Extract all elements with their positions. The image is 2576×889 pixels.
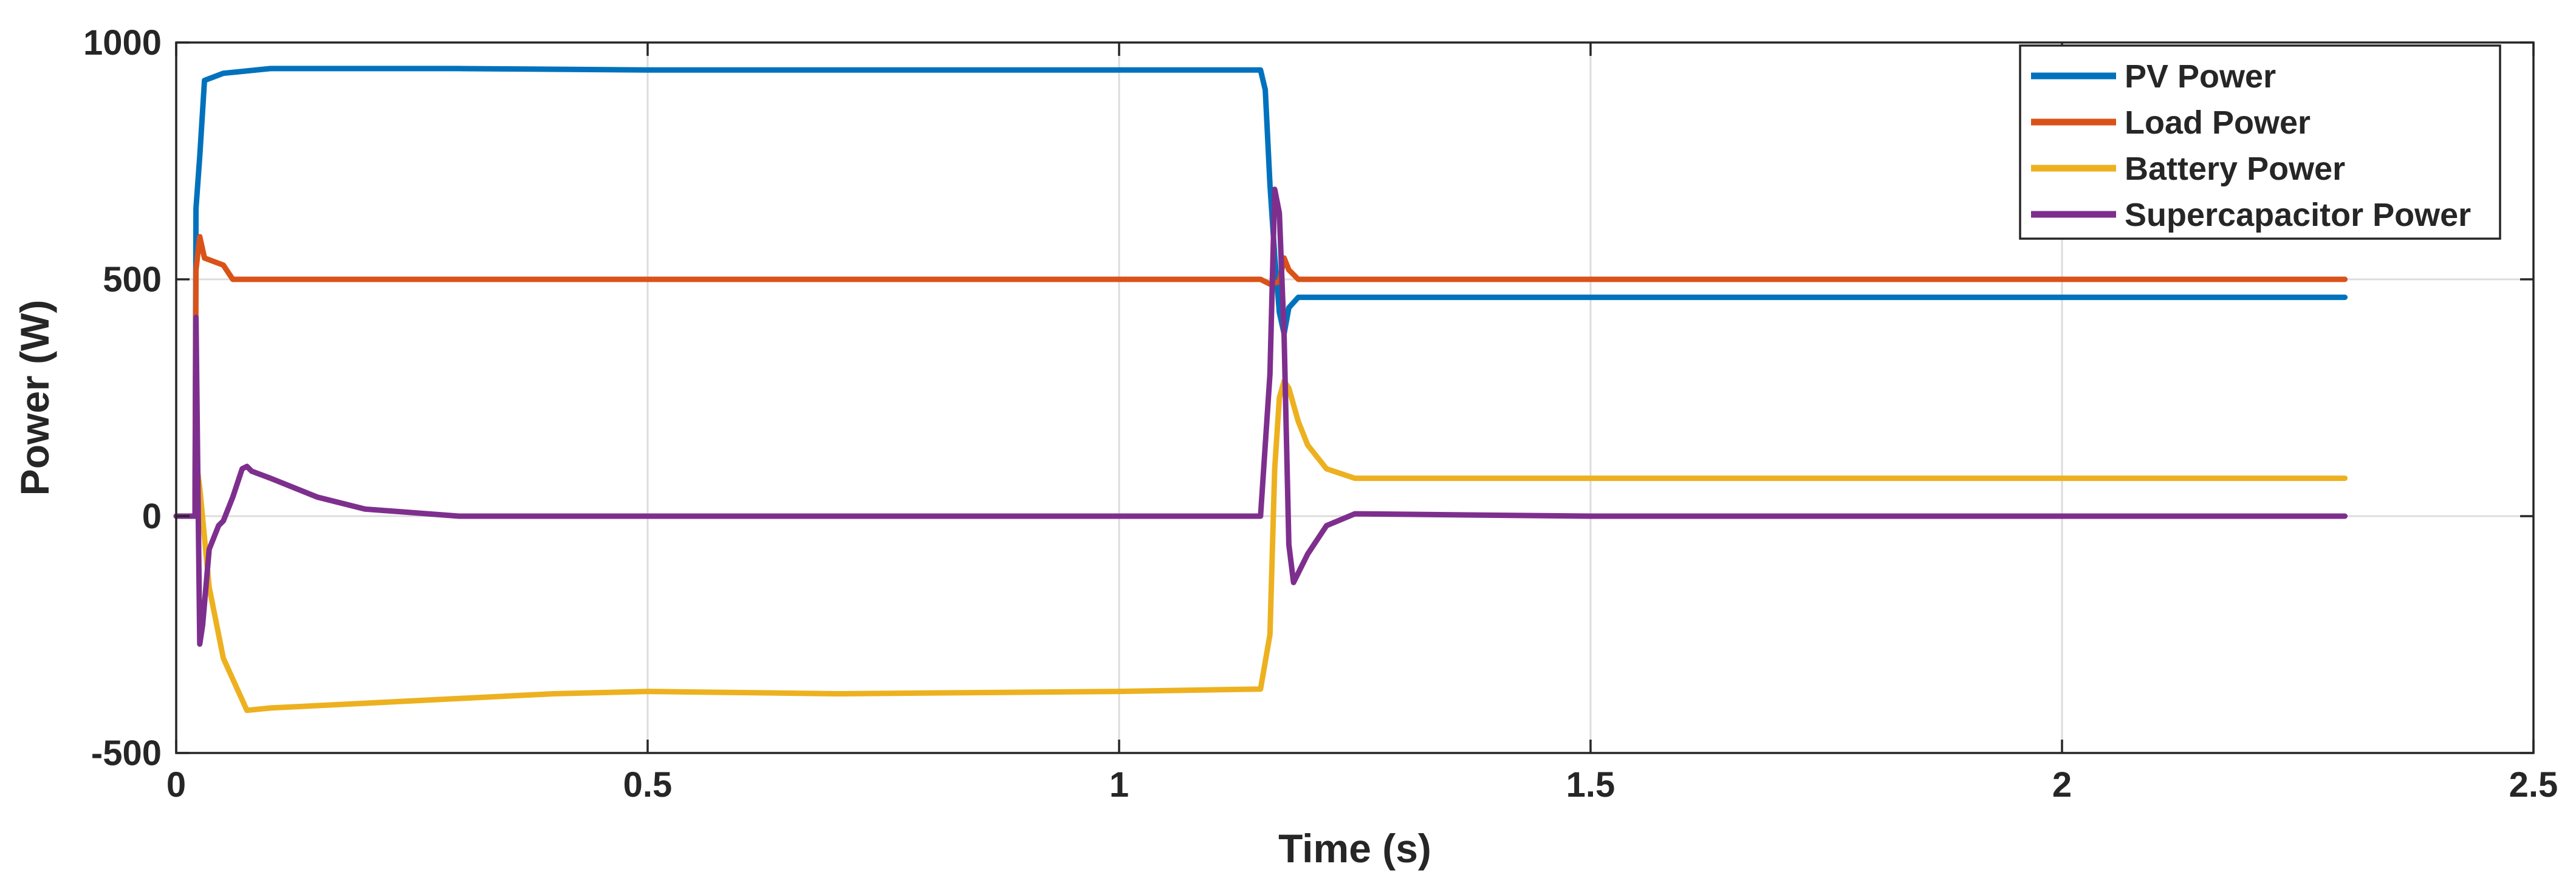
y-tick-label: 500 xyxy=(103,260,162,299)
y-axis-title: Power (W) xyxy=(12,300,57,496)
legend-label: PV Power xyxy=(2125,58,2276,95)
x-axis-ticks: 0 0.5 1 1.5 2 2.5 xyxy=(166,43,2558,805)
series-line-pv-power xyxy=(173,66,2348,519)
x-tick-label: 2.5 xyxy=(2509,765,2558,805)
x-tick-label: 1.5 xyxy=(1566,765,1615,805)
x-tick-label: 0.5 xyxy=(623,765,673,805)
axes xyxy=(175,41,2535,754)
x-tick-label: 0 xyxy=(166,765,186,805)
y-axis-ticks: -500 0 500 1000 xyxy=(83,23,2533,773)
series-line-load-power xyxy=(173,234,2348,519)
legend-label: Battery Power xyxy=(2125,151,2345,187)
y-tick-label: -500 xyxy=(91,734,162,773)
legend-label: Supercapacitor Power xyxy=(2125,197,2471,233)
series-line-battery-power xyxy=(173,378,2348,714)
x-tick-label: 2 xyxy=(2052,765,2072,805)
x-axis-title: Time (s) xyxy=(1278,826,1431,871)
series-line-supercapacitor-power xyxy=(173,186,2348,647)
legend-label: Load Power xyxy=(2125,104,2311,141)
y-tick-label: 0 xyxy=(142,497,162,536)
y-tick-label: 1000 xyxy=(83,23,162,63)
series-layer xyxy=(173,66,2348,714)
legend: PV Power Load Power Battery Power Supercapa… xyxy=(2019,44,2501,240)
x-tick-label: 1 xyxy=(1109,765,1129,805)
plot-frame xyxy=(175,41,2535,754)
